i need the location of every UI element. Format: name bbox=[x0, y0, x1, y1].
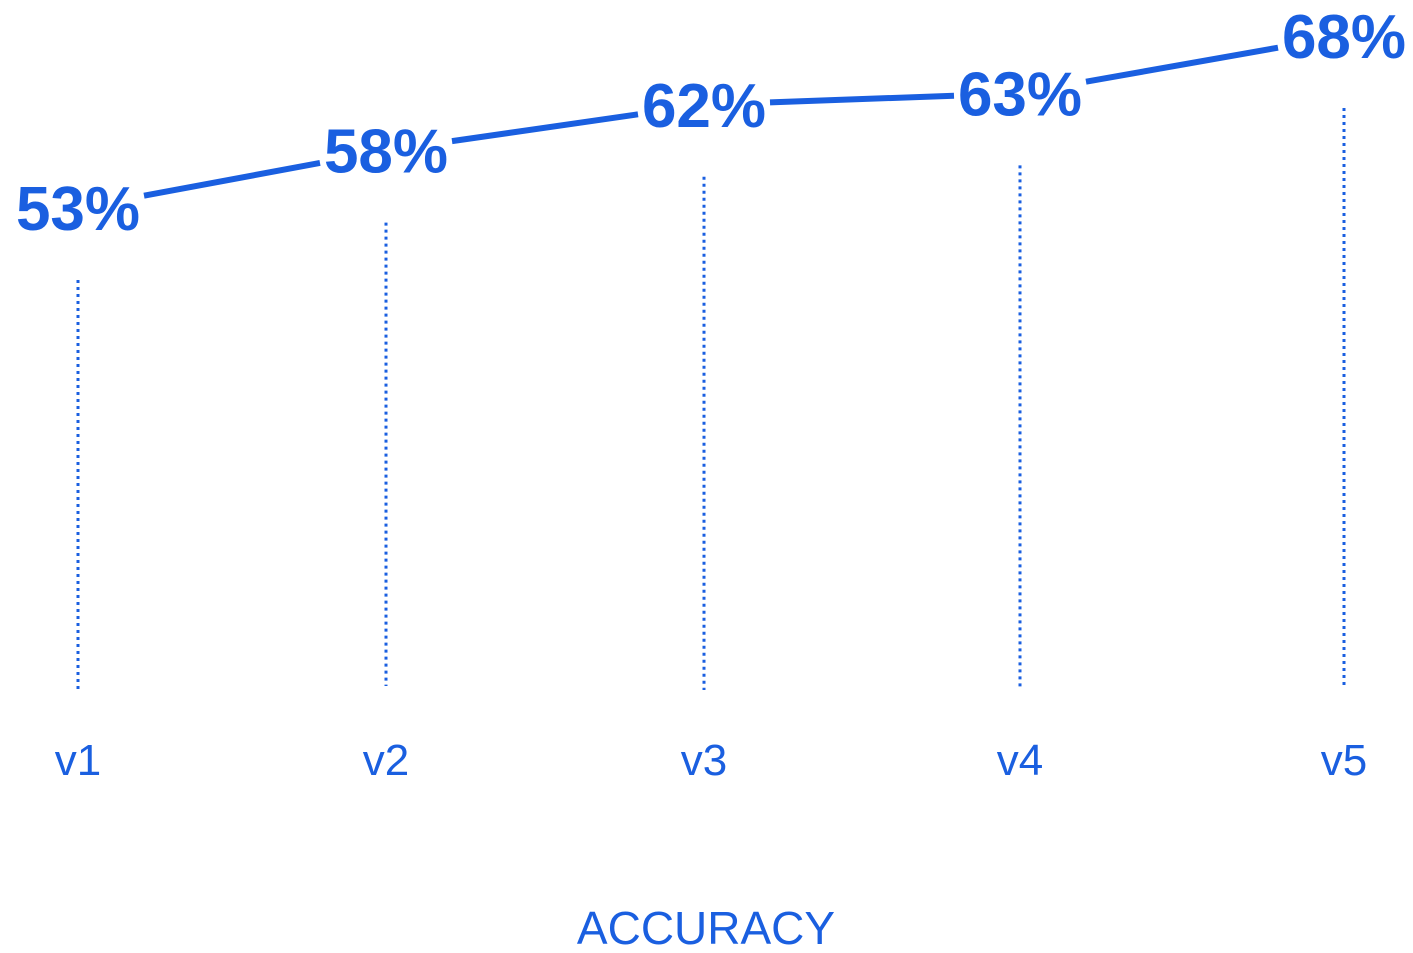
series-line-segment-v4-v5 bbox=[1085, 44, 1279, 85]
data-label-v5: 68% bbox=[1282, 3, 1406, 72]
x-axis-title: ACCURACY bbox=[577, 902, 835, 953]
data-labels: 53% 58% 62% 63% 68% bbox=[16, 3, 1406, 244]
x-tick-label-v4: v4 bbox=[997, 736, 1043, 785]
series-line-segment-v1-v2 bbox=[143, 160, 321, 199]
x-tick-label-v2: v2 bbox=[363, 736, 409, 785]
data-label-v2: 58% bbox=[324, 118, 448, 187]
x-tick-label-v3: v3 bbox=[681, 736, 727, 785]
data-label-v1: 53% bbox=[16, 175, 140, 244]
data-label-v3: 62% bbox=[642, 72, 766, 141]
x-tick-label-v1: v1 bbox=[55, 736, 101, 785]
data-label-v4: 63% bbox=[958, 60, 1082, 129]
drop-lines bbox=[76, 108, 1346, 690]
series-line-segment-v2-v3 bbox=[451, 111, 639, 145]
series-line-segment-v3-v4 bbox=[769, 92, 955, 106]
x-tick-label-v5: v5 bbox=[1321, 736, 1367, 785]
series-line-group bbox=[143, 44, 1279, 199]
x-axis-tick-labels: v1 v2 v3 v4 v5 bbox=[55, 736, 1367, 785]
